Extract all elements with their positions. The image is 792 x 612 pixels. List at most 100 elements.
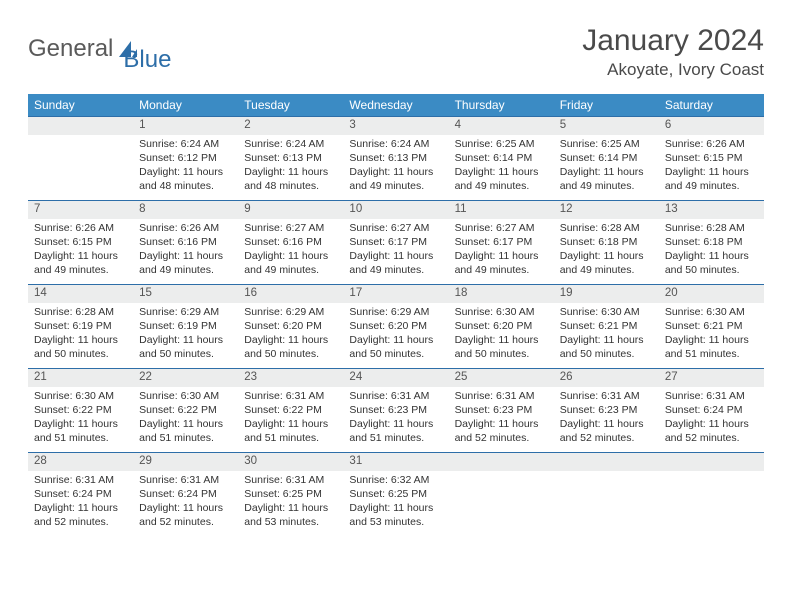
day-number-cell: 15: [133, 285, 238, 303]
sunrise-line: Sunrise: 6:28 AM: [560, 221, 653, 235]
title-block: January 2024 Akoyate, Ivory Coast: [582, 24, 764, 80]
sunrise-line: Sunrise: 6:29 AM: [349, 305, 442, 319]
daylight-line: Daylight: 11 hours and 51 minutes.: [349, 417, 442, 445]
sunset-line: Sunset: 6:20 PM: [455, 319, 548, 333]
sunrise-line: Sunrise: 6:30 AM: [560, 305, 653, 319]
daylight-line: Daylight: 11 hours and 51 minutes.: [34, 417, 127, 445]
sunset-line: Sunset: 6:21 PM: [665, 319, 758, 333]
sunset-line: Sunset: 6:24 PM: [139, 487, 232, 501]
daylight-line: Daylight: 11 hours and 53 minutes.: [349, 501, 442, 529]
day-content-cell: Sunrise: 6:30 AMSunset: 6:22 PMDaylight:…: [133, 387, 238, 453]
day-number-cell: 22: [133, 369, 238, 387]
day-number-cell: 7: [28, 201, 133, 219]
sunrise-line: Sunrise: 6:26 AM: [139, 221, 232, 235]
sunset-line: Sunset: 6:24 PM: [665, 403, 758, 417]
day-number-cell: [449, 453, 554, 471]
day-content-cell: Sunrise: 6:30 AMSunset: 6:21 PMDaylight:…: [554, 303, 659, 369]
day-content-cell: Sunrise: 6:24 AMSunset: 6:13 PMDaylight:…: [238, 135, 343, 201]
sunrise-line: Sunrise: 6:31 AM: [349, 389, 442, 403]
daylight-line: Daylight: 11 hours and 50 minutes.: [665, 249, 758, 277]
sunrise-line: Sunrise: 6:27 AM: [244, 221, 337, 235]
day-content-row: Sunrise: 6:30 AMSunset: 6:22 PMDaylight:…: [28, 387, 764, 453]
day-content-cell: Sunrise: 6:27 AMSunset: 6:17 PMDaylight:…: [343, 219, 448, 285]
sunrise-line: Sunrise: 6:26 AM: [34, 221, 127, 235]
sunrise-line: Sunrise: 6:27 AM: [349, 221, 442, 235]
day-number-cell: 18: [449, 285, 554, 303]
sunset-line: Sunset: 6:25 PM: [349, 487, 442, 501]
sunset-line: Sunset: 6:18 PM: [665, 235, 758, 249]
day-number-cell: 25: [449, 369, 554, 387]
day-content-cell: Sunrise: 6:27 AMSunset: 6:17 PMDaylight:…: [449, 219, 554, 285]
logo: General Blue: [28, 24, 171, 74]
day-content-cell: [449, 471, 554, 537]
day-number-cell: 28: [28, 453, 133, 471]
day-content-cell: Sunrise: 6:30 AMSunset: 6:22 PMDaylight:…: [28, 387, 133, 453]
sunset-line: Sunset: 6:17 PM: [455, 235, 548, 249]
day-content-cell: Sunrise: 6:26 AMSunset: 6:16 PMDaylight:…: [133, 219, 238, 285]
day-number-cell: 6: [659, 117, 764, 135]
weekday-header: Saturday: [659, 94, 764, 117]
daylight-line: Daylight: 11 hours and 50 minutes.: [455, 333, 548, 361]
day-content-cell: Sunrise: 6:28 AMSunset: 6:19 PMDaylight:…: [28, 303, 133, 369]
sunset-line: Sunset: 6:12 PM: [139, 151, 232, 165]
daylight-line: Daylight: 11 hours and 48 minutes.: [244, 165, 337, 193]
sunset-line: Sunset: 6:20 PM: [349, 319, 442, 333]
sunset-line: Sunset: 6:22 PM: [244, 403, 337, 417]
day-number-cell: 19: [554, 285, 659, 303]
day-number-cell: 3: [343, 117, 448, 135]
day-content-cell: Sunrise: 6:27 AMSunset: 6:16 PMDaylight:…: [238, 219, 343, 285]
sunset-line: Sunset: 6:23 PM: [560, 403, 653, 417]
daylight-line: Daylight: 11 hours and 49 minutes.: [455, 249, 548, 277]
sunrise-line: Sunrise: 6:29 AM: [139, 305, 232, 319]
day-number-cell: 29: [133, 453, 238, 471]
daylight-line: Daylight: 11 hours and 49 minutes.: [455, 165, 548, 193]
sunset-line: Sunset: 6:15 PM: [665, 151, 758, 165]
day-content-cell: Sunrise: 6:31 AMSunset: 6:23 PMDaylight:…: [343, 387, 448, 453]
sunset-line: Sunset: 6:21 PM: [560, 319, 653, 333]
sunrise-line: Sunrise: 6:31 AM: [34, 473, 127, 487]
daylight-line: Daylight: 11 hours and 50 minutes.: [139, 333, 232, 361]
day-number-cell: 13: [659, 201, 764, 219]
sunrise-line: Sunrise: 6:24 AM: [349, 137, 442, 151]
weekday-header: Friday: [554, 94, 659, 117]
sunset-line: Sunset: 6:15 PM: [34, 235, 127, 249]
sunset-line: Sunset: 6:14 PM: [455, 151, 548, 165]
weekday-header: Sunday: [28, 94, 133, 117]
sunset-line: Sunset: 6:18 PM: [560, 235, 653, 249]
sunset-line: Sunset: 6:14 PM: [560, 151, 653, 165]
sunrise-line: Sunrise: 6:31 AM: [139, 473, 232, 487]
daylight-line: Daylight: 11 hours and 50 minutes.: [560, 333, 653, 361]
day-number-row: 14151617181920: [28, 285, 764, 303]
day-content-cell: Sunrise: 6:29 AMSunset: 6:20 PMDaylight:…: [343, 303, 448, 369]
day-number-cell: 14: [28, 285, 133, 303]
sunset-line: Sunset: 6:20 PM: [244, 319, 337, 333]
day-content-cell: [554, 471, 659, 537]
sunrise-line: Sunrise: 6:29 AM: [244, 305, 337, 319]
daylight-line: Daylight: 11 hours and 49 minutes.: [34, 249, 127, 277]
daylight-line: Daylight: 11 hours and 49 minutes.: [560, 165, 653, 193]
daylight-line: Daylight: 11 hours and 49 minutes.: [139, 249, 232, 277]
day-content-cell: Sunrise: 6:31 AMSunset: 6:25 PMDaylight:…: [238, 471, 343, 537]
day-number-cell: 16: [238, 285, 343, 303]
day-number-cell: 30: [238, 453, 343, 471]
day-number-cell: 17: [343, 285, 448, 303]
sunrise-line: Sunrise: 6:31 AM: [244, 473, 337, 487]
day-content-cell: Sunrise: 6:24 AMSunset: 6:12 PMDaylight:…: [133, 135, 238, 201]
sunrise-line: Sunrise: 6:28 AM: [665, 221, 758, 235]
day-number-cell: 11: [449, 201, 554, 219]
sunrise-line: Sunrise: 6:28 AM: [34, 305, 127, 319]
daylight-line: Daylight: 11 hours and 49 minutes.: [560, 249, 653, 277]
day-number-cell: 21: [28, 369, 133, 387]
day-number-cell: 20: [659, 285, 764, 303]
day-number-cell: [28, 117, 133, 135]
sunrise-line: Sunrise: 6:25 AM: [560, 137, 653, 151]
day-number-cell: 26: [554, 369, 659, 387]
weekday-header: Monday: [133, 94, 238, 117]
sunrise-line: Sunrise: 6:31 AM: [244, 389, 337, 403]
day-content-cell: Sunrise: 6:31 AMSunset: 6:24 PMDaylight:…: [659, 387, 764, 453]
weekday-header: Wednesday: [343, 94, 448, 117]
daylight-line: Daylight: 11 hours and 52 minutes.: [34, 501, 127, 529]
sunrise-line: Sunrise: 6:27 AM: [455, 221, 548, 235]
day-content-cell: Sunrise: 6:30 AMSunset: 6:21 PMDaylight:…: [659, 303, 764, 369]
sunrise-line: Sunrise: 6:26 AM: [665, 137, 758, 151]
